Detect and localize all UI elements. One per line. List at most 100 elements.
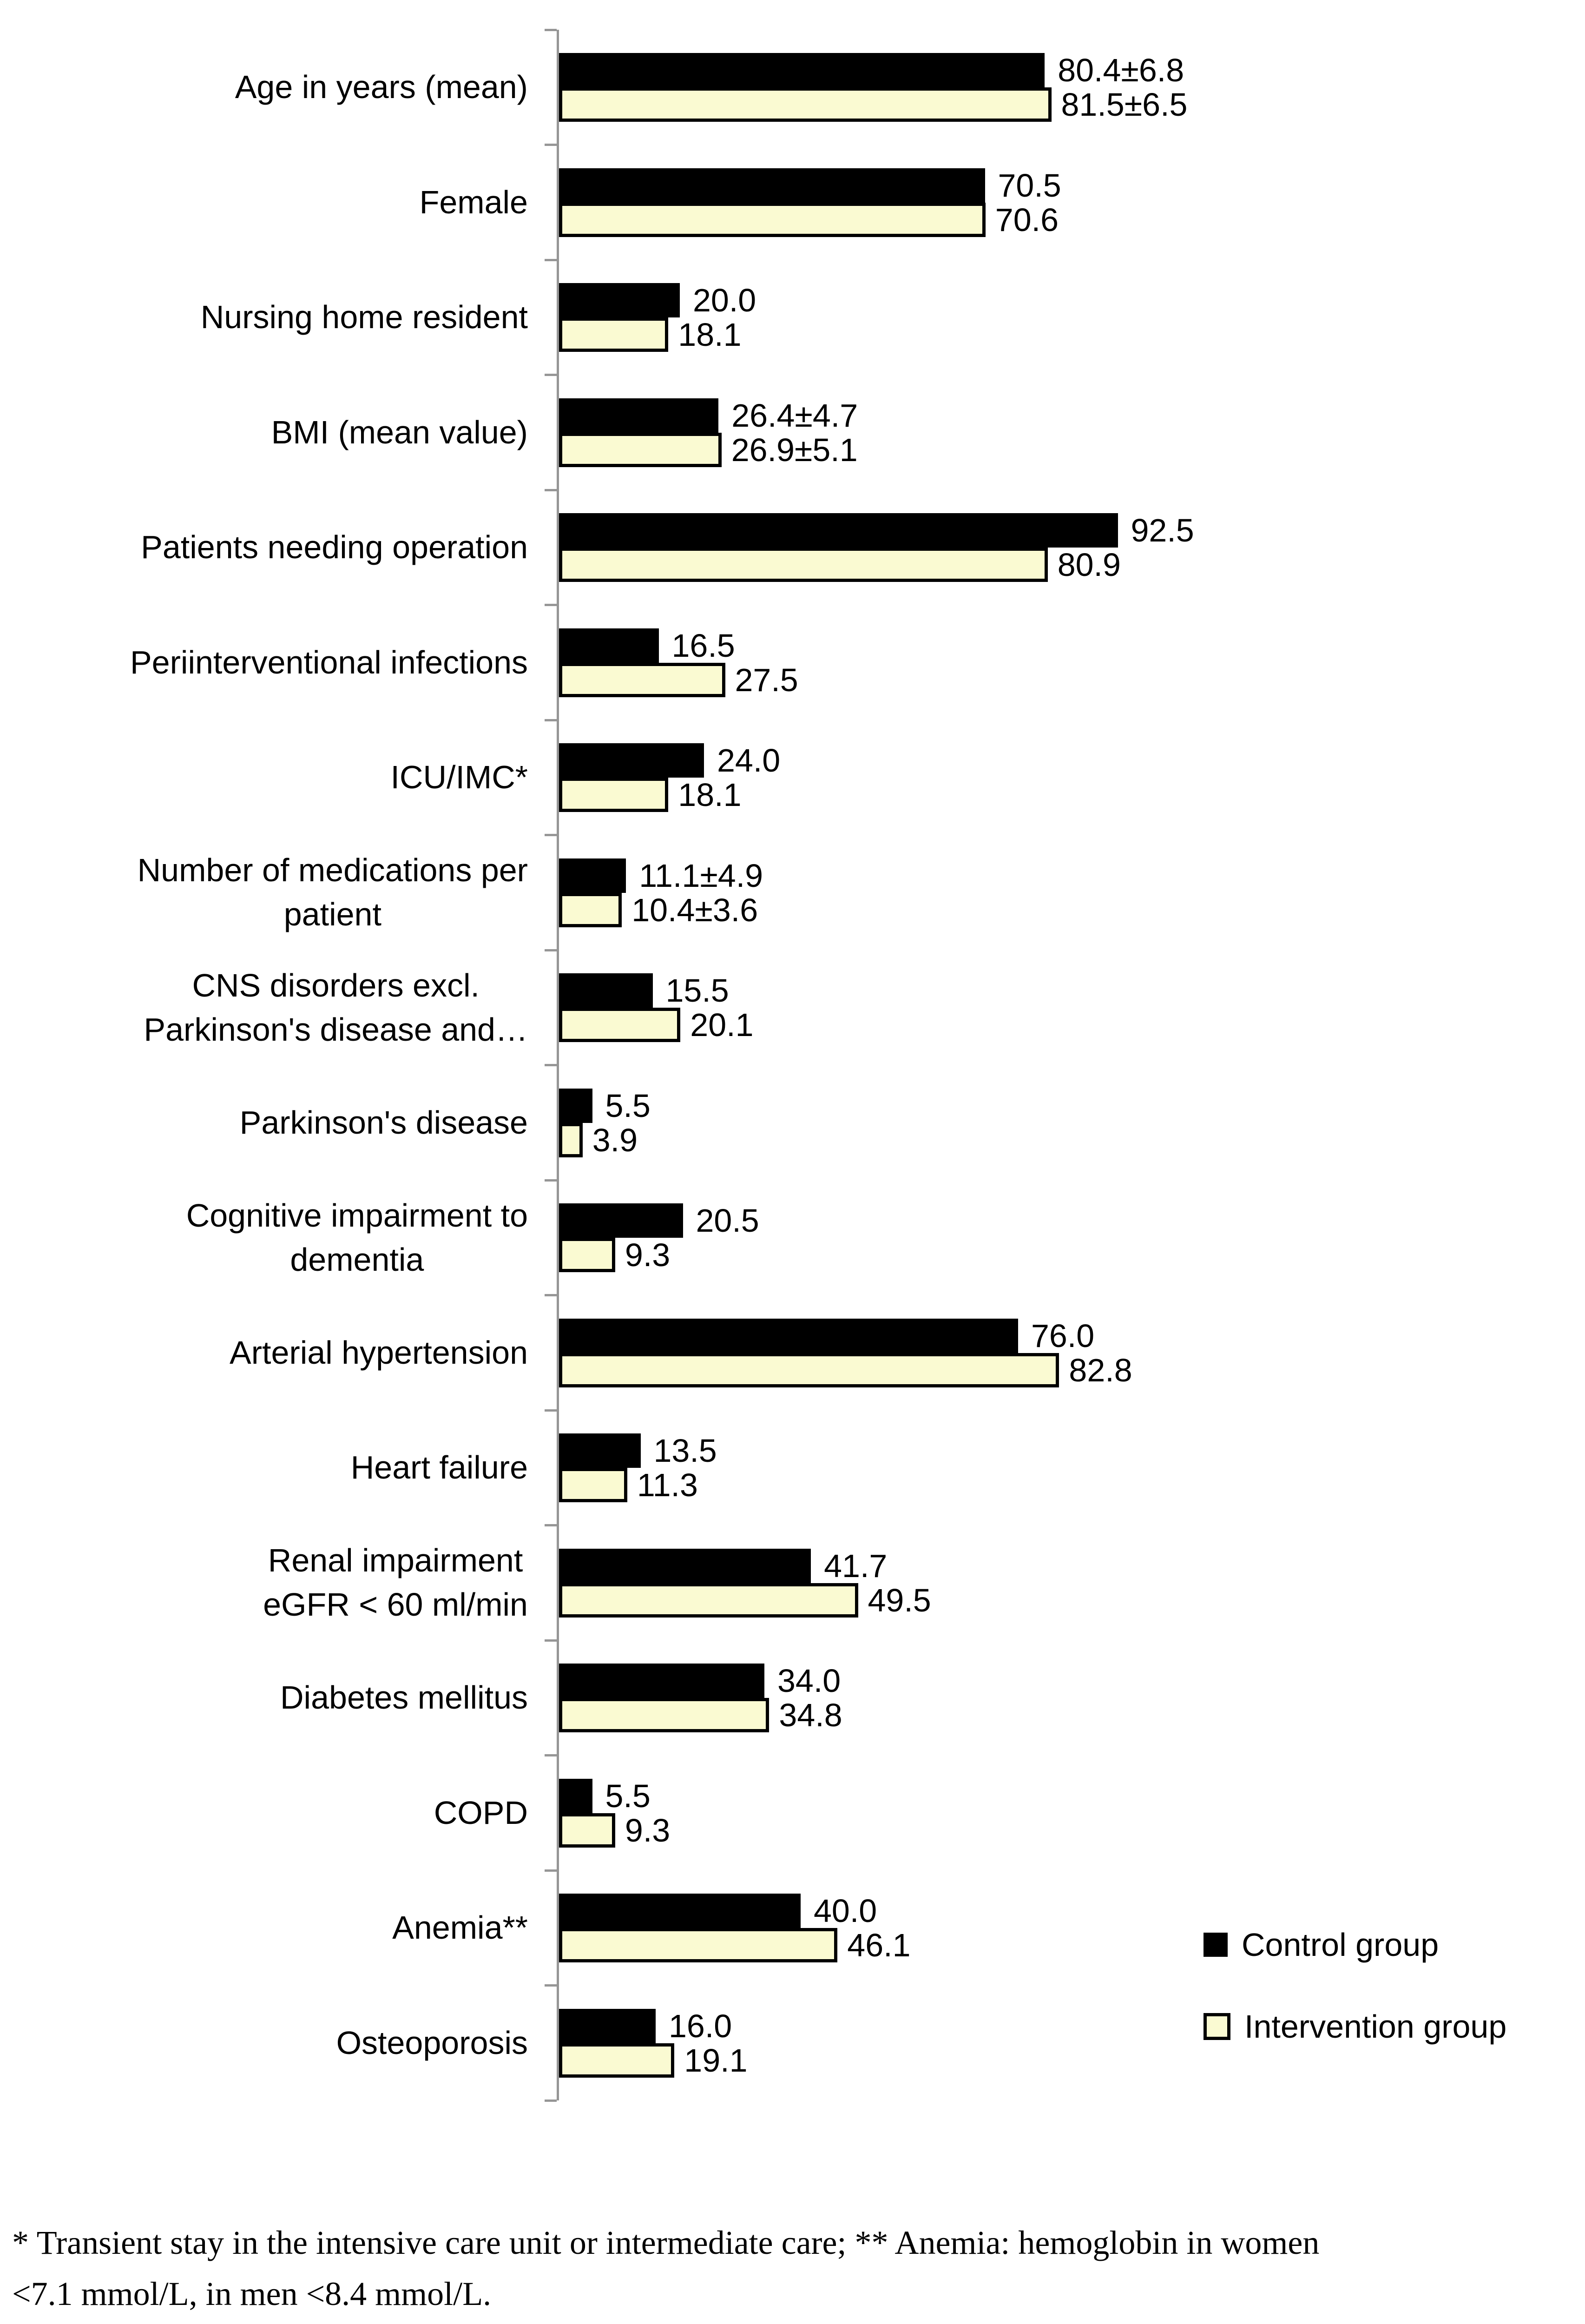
axis-tick (545, 1639, 557, 1642)
category-row: Arterial hypertension 76.0 82.8 (0, 1295, 1585, 1411)
bar-pair: 20.5 9.3 (559, 1202, 759, 1273)
bar-pair: 5.5 3.9 (559, 1088, 651, 1158)
category-label: BMI (mean value) (0, 375, 528, 490)
intervention-bar: 34.8 (559, 1697, 842, 1733)
intervention-bar: 27.5 (559, 662, 798, 698)
control-value-label: 5.5 (605, 1777, 651, 1814)
intervention-value-label: 27.5 (735, 661, 798, 698)
control-value-label: 15.5 (665, 972, 729, 1009)
category-label-text: ICU/IMC* (390, 759, 528, 796)
axis-tick (545, 258, 557, 261)
intervention-value-label: 70.6 (995, 201, 1059, 238)
axis-tick (545, 1524, 557, 1526)
bar-pair: 41.7 49.5 (559, 1548, 931, 1618)
control-bar: 16.0 (559, 2008, 732, 2044)
intervention-bar: 26.9±5.1 (559, 432, 858, 468)
intervention-value-label: 26.9±5.1 (731, 431, 858, 468)
category-row: Number of medications per patient 11.1±4.9… (0, 835, 1585, 951)
intervention-bar: 11.3 (559, 1467, 698, 1503)
control-value-label: 80.4±6.8 (1058, 52, 1184, 88)
control-value-label: 76.0 (1031, 1317, 1095, 1354)
bar-pair: 16.5 27.5 (559, 627, 798, 698)
category-row: Renal impairment eGFR < 60 ml/min 41.7 49.5 (0, 1525, 1585, 1641)
axis-tick (545, 1984, 557, 1987)
axis-tick (545, 1869, 557, 1872)
category-label-text: Number of medications per patient (137, 852, 528, 933)
axis-tick (545, 374, 557, 376)
control-value-label: 5.5 (605, 1087, 651, 1124)
category-label: Arterial hypertension (0, 1295, 528, 1411)
bar-pair: 92.5 80.9 (559, 512, 1194, 583)
category-label: Osteoporosis (0, 1986, 528, 2101)
intervention-bar: 70.6 (559, 202, 1059, 238)
category-label-text: Patients needing operation (141, 529, 528, 566)
intervention-value-label: 49.5 (868, 1582, 931, 1618)
intervention-value-label: 11.3 (637, 1467, 698, 1503)
category-row: Osteoporosis 16.0 19.1 (0, 1986, 1585, 2101)
category-label: Nursing home resident (0, 260, 528, 375)
axis-tick (545, 144, 557, 146)
intervention-bar: 19.1 (559, 2042, 748, 2079)
category-row: COPD 5.5 9.3 (0, 1756, 1585, 1871)
control-value-label: 11.1±4.9 (639, 857, 763, 894)
category-label: Diabetes mellitus (0, 1640, 528, 1756)
intervention-bar: 82.8 (559, 1352, 1132, 1388)
axis-tick (545, 2099, 557, 2102)
legend-item-control: Control group (1204, 1921, 1439, 1968)
category-row: Nursing home resident 20.0 18.1 (0, 260, 1585, 375)
footnote-line-2: <7.1 mmol/L, in men <8.4 mmol/L. (12, 2275, 492, 2312)
intervention-bar: 81.5±6.5 (559, 86, 1187, 123)
intervention-bar: 18.1 (559, 317, 742, 353)
category-label: CNS disorders excl. Parkinson's disease a… (0, 950, 528, 1065)
control-bar: 76.0 (559, 1318, 1094, 1354)
footnote: * Transient stay in the intensive care u… (12, 2217, 1578, 2319)
category-label-text: Heart failure (350, 1449, 528, 1486)
control-value-label: 16.0 (669, 2007, 732, 2044)
control-bar: 34.0 (559, 1663, 841, 1699)
control-bar: 11.1±4.9 (559, 858, 763, 894)
axis-tick (545, 949, 557, 951)
category-label: Number of medications per patient (0, 835, 528, 951)
category-label: Parkinson's disease (0, 1065, 528, 1181)
legend-label-intervention: Intervention group (1244, 2008, 1507, 2045)
category-label: Patients needing operation (0, 490, 528, 605)
category-label: Periinterventional infections (0, 605, 528, 720)
control-swatch-icon (1204, 1933, 1228, 1957)
category-label-text: Osteoporosis (336, 2024, 528, 2061)
bar-pair: 11.1±4.9 10.4±3.6 (559, 858, 763, 928)
category-row: Patients needing operation 92.5 80.9 (0, 490, 1585, 605)
control-value-label: 16.5 (671, 627, 735, 664)
intervention-bar: 18.1 (559, 777, 742, 813)
category-label-text: BMI (mean value) (271, 414, 528, 450)
bar-pair: 20.0 18.1 (559, 282, 756, 353)
intervention-value-label: 46.1 (847, 1927, 911, 1963)
intervention-value-label: 18.1 (678, 317, 742, 353)
axis-tick (545, 28, 557, 31)
bar-pair: 80.4±6.8 81.5±6.5 (559, 52, 1187, 123)
category-label: Anemia** (0, 1870, 528, 1986)
category-row: Female 70.5 70.6 (0, 145, 1585, 260)
intervention-value-label: 9.3 (625, 1812, 671, 1849)
axis-tick (545, 1294, 557, 1296)
control-bar: 5.5 (559, 1088, 651, 1124)
category-label-text: Age in years (mean) (235, 69, 528, 106)
bar-pair: 34.0 34.8 (559, 1663, 842, 1733)
intervention-bar: 20.1 (559, 1007, 754, 1043)
category-label: Age in years (mean) (0, 30, 528, 145)
intervention-value-label: 20.1 (690, 1007, 754, 1043)
intervention-bar: 3.9 (559, 1122, 638, 1158)
control-bar: 16.5 (559, 627, 735, 664)
category-row: Periinterventional infections 16.5 27.5 (0, 605, 1585, 720)
control-value-label: 40.0 (814, 1893, 877, 1929)
control-value-label: 34.0 (777, 1663, 841, 1699)
bar-pair: 40.0 46.1 (559, 1893, 911, 1963)
control-value-label: 13.5 (653, 1433, 717, 1469)
legend-label-control: Control group (1242, 1927, 1439, 1963)
category-row: CNS disorders excl. Parkinson's disease a… (0, 950, 1585, 1065)
control-bar: 41.7 (559, 1548, 887, 1584)
axis-tick (545, 1179, 557, 1182)
intervention-value-label: 82.8 (1069, 1352, 1132, 1388)
control-bar: 70.5 (559, 167, 1061, 204)
category-label-text: Renal impairment eGFR < 60 ml/min (263, 1542, 528, 1623)
control-bar: 13.5 (559, 1433, 717, 1469)
